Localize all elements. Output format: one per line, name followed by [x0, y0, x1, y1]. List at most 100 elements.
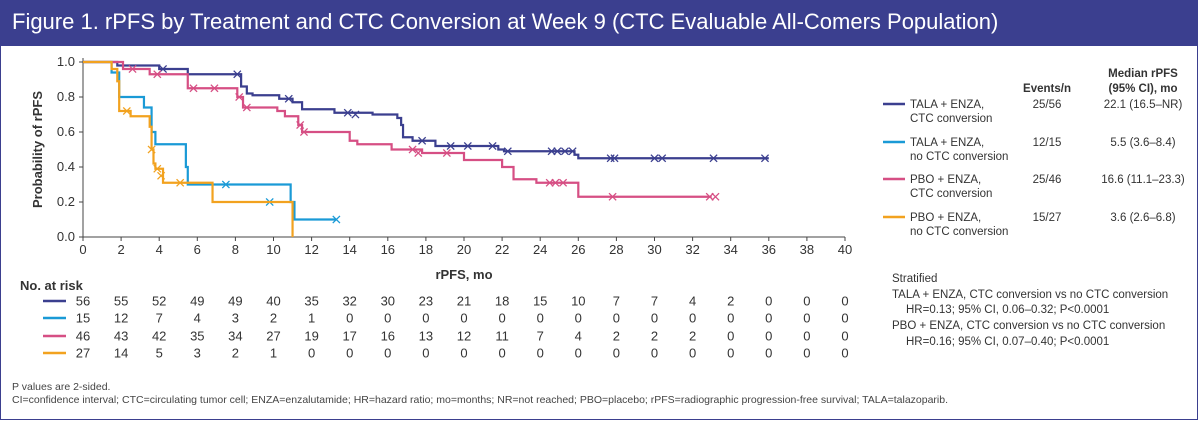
censor-mark — [153, 70, 162, 79]
censor-mark — [568, 147, 577, 156]
censor-mark — [210, 84, 219, 93]
censor-mark — [189, 84, 198, 93]
risk-count: 0 — [537, 346, 544, 361]
risk-count: 0 — [498, 311, 505, 326]
legend-events-series-1: 25/56 — [1033, 99, 1062, 111]
risk-count: 0 — [575, 346, 582, 361]
legend-median-series-4: 3.6 (2.6–6.8) — [1110, 212, 1175, 224]
legend-label-series-1: TALA + ENZA, CTC conversion — [910, 99, 992, 125]
risk-count: 56 — [76, 294, 90, 309]
censor-mark — [221, 180, 230, 189]
risk-count: 0 — [460, 346, 467, 361]
risk-count: 0 — [613, 346, 620, 361]
x-tick-label: 18 — [419, 242, 433, 257]
risk-count: 49 — [228, 294, 242, 309]
risk-count: 35 — [304, 294, 318, 309]
risk-count: 0 — [803, 311, 810, 326]
risk-count: 19 — [304, 329, 318, 344]
risk-count: 2 — [651, 329, 658, 344]
x-tick-label: 8 — [232, 242, 239, 257]
y-tick-label: 0.8 — [57, 89, 75, 104]
censor-mark — [553, 147, 562, 156]
censor-mark — [299, 127, 309, 137]
censor-mark — [711, 192, 720, 201]
x-tick-label: 2 — [117, 242, 124, 257]
risk-count: 43 — [114, 329, 128, 344]
risk-count: 21 — [457, 294, 471, 309]
risk-count: 32 — [342, 294, 356, 309]
x-tick-label: 20 — [457, 242, 471, 257]
censor-mark — [610, 154, 619, 163]
censor-mark — [760, 154, 770, 163]
x-tick-label: 24 — [533, 242, 547, 257]
risk-count: 7 — [651, 294, 658, 309]
risk-count: 0 — [765, 329, 772, 344]
censor-mark — [418, 136, 427, 145]
risk-count: 4 — [194, 311, 201, 326]
y-tick-label: 1.0 — [57, 54, 75, 69]
risk-count: 42 — [152, 329, 166, 344]
x-tick-label: 26 — [571, 242, 585, 257]
risk-count: 27 — [266, 329, 280, 344]
risk-count: 0 — [537, 311, 544, 326]
x-tick-label: 10 — [266, 242, 280, 257]
censor-mark — [153, 164, 162, 173]
censor-mark — [332, 215, 341, 224]
footnote-pvalues: P values are 2-sided. — [12, 381, 111, 393]
x-tick-label: 0 — [79, 242, 86, 257]
risk-count: 2 — [232, 346, 239, 361]
risk-count: 11 — [495, 329, 509, 344]
footnotes: P values are 2-sided. CI=confidence inte… — [12, 381, 948, 407]
stats-header: Stratified — [892, 273, 937, 285]
x-tick-label: 4 — [156, 242, 163, 257]
risk-count: 3 — [232, 311, 239, 326]
legend-events-series-3: 25/46 — [1033, 174, 1062, 186]
risk-count: 5 — [156, 346, 163, 361]
censor-mark — [442, 148, 451, 158]
legend-median-series-1: 22.1 (16.5–NR) — [1104, 99, 1183, 111]
censor-mark — [503, 147, 512, 156]
censor-mark — [488, 141, 497, 151]
censor-mark — [408, 145, 417, 154]
risk-count: 0 — [727, 311, 734, 326]
risk-count: 17 — [342, 329, 356, 344]
x-tick-label: 28 — [609, 242, 623, 257]
risk-count: 10 — [571, 294, 585, 309]
censor-mark — [608, 192, 617, 201]
censor-mark — [351, 110, 360, 119]
risk-count: 0 — [384, 311, 391, 326]
legend-label-series-2: TALA + ENZA, no CTC conversion — [910, 137, 1008, 163]
risk-count: 15 — [533, 294, 547, 309]
x-tick-label: 34 — [723, 242, 737, 257]
legend-median-series-2: 5.5 (3.6–8.4) — [1110, 137, 1175, 149]
risk-count: 0 — [689, 311, 696, 326]
x-tick-label: 30 — [647, 242, 661, 257]
risk-count: 18 — [495, 294, 509, 309]
x-tick-label: 16 — [381, 242, 395, 257]
risk-count: 0 — [498, 346, 505, 361]
censor-mark — [157, 171, 166, 180]
risk-count: 0 — [727, 346, 734, 361]
censor-mark — [606, 154, 615, 163]
risk-count: 55 — [114, 294, 128, 309]
censor-mark — [709, 154, 718, 163]
risk-count: 2 — [689, 329, 696, 344]
risk-count: 23 — [419, 294, 433, 309]
risk-count: 0 — [384, 346, 391, 361]
risk-count: 15 — [76, 311, 90, 326]
risk-count: 0 — [346, 311, 353, 326]
risk-count: 0 — [841, 329, 848, 344]
risk-count: 0 — [841, 311, 848, 326]
risk-table-title: No. at risk — [20, 278, 84, 293]
risk-count: 35 — [190, 329, 204, 344]
risk-count: 2 — [270, 311, 277, 326]
legend-header-events: Events/n — [1023, 83, 1071, 95]
risk-count: 16 — [381, 329, 395, 344]
risk-count: 13 — [419, 329, 433, 344]
risk-count: 7 — [156, 311, 163, 326]
risk-count: 30 — [381, 294, 395, 309]
y-tick-label: 0.6 — [57, 124, 75, 139]
risk-count: 27 — [76, 346, 90, 361]
km-chart: 0 2 4 6 8 10 12 14 16 18 20 22 24 26 28 30 32 34 36 38 400.0… — [20, 54, 1185, 361]
censor-mark — [551, 178, 560, 187]
